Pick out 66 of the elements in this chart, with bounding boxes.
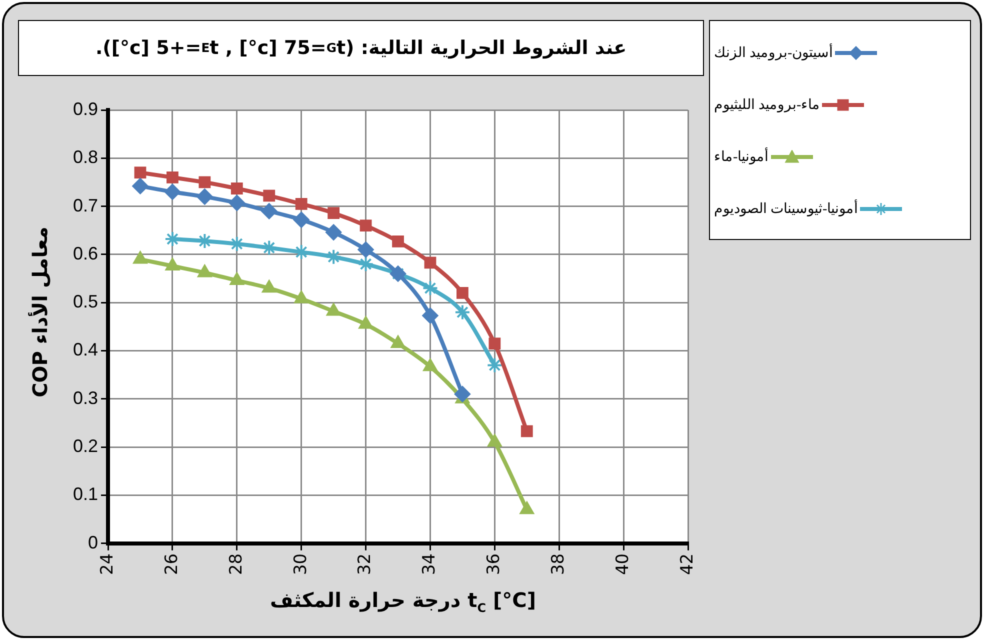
point bbox=[520, 502, 534, 514]
point bbox=[165, 258, 180, 271]
point bbox=[133, 251, 148, 264]
point bbox=[488, 434, 502, 447]
y-tick-label: 0.2 bbox=[72, 436, 98, 456]
legend-label: ماء-بروميد الليثيوم bbox=[714, 97, 820, 114]
y-tick-label: 0 bbox=[88, 532, 98, 552]
point bbox=[424, 256, 436, 269]
point bbox=[166, 171, 178, 184]
y-tick-label: 0.3 bbox=[72, 388, 98, 408]
point bbox=[358, 316, 373, 329]
point bbox=[422, 280, 438, 296]
x-tick-label: 30 bbox=[290, 553, 311, 576]
point bbox=[422, 308, 438, 324]
y-tick-label: 0.5 bbox=[72, 292, 98, 312]
point bbox=[520, 425, 533, 438]
point bbox=[263, 190, 276, 202]
y-axis-title: COP معامل الأداء bbox=[28, 226, 52, 400]
x-tick-label: 34 bbox=[420, 553, 440, 576]
point bbox=[164, 231, 180, 248]
x-tick-label: 26 bbox=[162, 553, 182, 576]
point bbox=[262, 280, 276, 293]
legend-label: أسيتون-بروميد الزنك bbox=[714, 44, 834, 62]
point bbox=[326, 248, 342, 265]
point bbox=[294, 290, 308, 304]
x-tick-label: 24 bbox=[97, 553, 118, 576]
point bbox=[196, 188, 213, 205]
point bbox=[261, 240, 278, 256]
y-tick-label: 0.4 bbox=[72, 340, 98, 360]
point bbox=[328, 207, 340, 219]
point bbox=[134, 166, 146, 179]
point bbox=[326, 303, 341, 316]
point bbox=[456, 287, 468, 299]
point bbox=[198, 176, 211, 188]
point bbox=[228, 194, 245, 211]
point bbox=[295, 198, 308, 210]
x-tick-label: 40 bbox=[612, 553, 633, 576]
point bbox=[358, 256, 374, 272]
point bbox=[358, 242, 374, 258]
x-tick-label: 42 bbox=[677, 553, 698, 576]
point bbox=[360, 220, 372, 232]
legend-label: أمونيا-ماء bbox=[714, 148, 769, 166]
point bbox=[164, 184, 180, 200]
point bbox=[230, 182, 243, 194]
point bbox=[293, 212, 310, 228]
point bbox=[392, 236, 404, 248]
y-tick-label: 0.9 bbox=[72, 98, 98, 119]
point bbox=[390, 336, 406, 348]
legend-label: أمونيا-ثيوسينات الصوديوم bbox=[714, 200, 858, 218]
point bbox=[454, 304, 470, 320]
x-tick-label: 36 bbox=[484, 553, 504, 576]
y-tick-label: 0.8 bbox=[72, 147, 98, 168]
point bbox=[132, 178, 148, 194]
y-tick-label: 0.7 bbox=[72, 195, 98, 216]
y-tick-label: 0.6 bbox=[72, 243, 98, 264]
point bbox=[486, 357, 503, 374]
x-tick-label: 32 bbox=[355, 553, 376, 576]
x-tick-label: 38 bbox=[548, 553, 569, 576]
point bbox=[454, 386, 470, 402]
y-tick-label: 0.1 bbox=[72, 484, 98, 504]
point bbox=[261, 203, 278, 220]
point bbox=[326, 224, 342, 240]
point bbox=[423, 358, 438, 372]
point bbox=[198, 264, 212, 278]
point bbox=[488, 338, 501, 350]
x-tick-label: 28 bbox=[226, 553, 246, 576]
